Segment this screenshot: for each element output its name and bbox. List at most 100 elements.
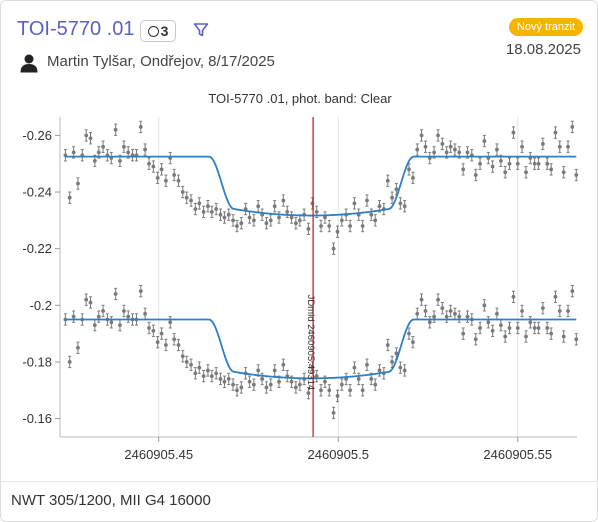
data-point xyxy=(155,171,160,185)
data-point xyxy=(473,333,478,346)
data-point xyxy=(88,296,93,309)
observer-info: Martin Tylšar, Ondřejov, 8/17/2025 xyxy=(47,53,275,70)
data-point xyxy=(373,214,378,227)
data-point xyxy=(319,384,323,397)
data-point xyxy=(407,327,411,340)
data-point xyxy=(168,151,173,165)
data-point xyxy=(335,225,340,238)
data-point xyxy=(155,335,160,349)
data-point xyxy=(549,163,554,176)
data-point xyxy=(147,157,151,170)
data-point xyxy=(365,358,369,371)
light-curve-chart: -0.26 -0.24 -0.22 -0.2 -0.18 -0.16 2460905.45… xyxy=(22,117,579,462)
data-point xyxy=(314,369,319,383)
data-point xyxy=(549,327,554,340)
data-point xyxy=(122,140,126,153)
observations-count-badge[interactable]: 3 xyxy=(140,20,176,42)
data-point xyxy=(478,321,482,335)
x-tick-label: 2460905.55 xyxy=(483,447,552,462)
data-point xyxy=(365,194,369,207)
data-point xyxy=(256,200,261,213)
data-point xyxy=(444,310,449,323)
data-point xyxy=(495,143,499,156)
data-point xyxy=(193,202,198,216)
data-point xyxy=(319,219,323,233)
data-point xyxy=(415,307,420,320)
data-point xyxy=(566,304,570,318)
data-point xyxy=(297,214,302,227)
data-point xyxy=(524,330,528,343)
status-badge: Nový tranzit xyxy=(508,18,583,36)
x-tick-label: 2460905.5 xyxy=(308,447,369,462)
data-point xyxy=(159,163,164,176)
data-point xyxy=(235,219,239,233)
data-point xyxy=(122,304,126,318)
data-point xyxy=(206,200,210,213)
data-point xyxy=(101,140,105,153)
data-point xyxy=(545,157,550,170)
data-point xyxy=(360,384,365,397)
data-point xyxy=(218,208,223,221)
data-point xyxy=(473,168,478,182)
data-point xyxy=(574,333,579,346)
data-point xyxy=(247,211,252,224)
data-point xyxy=(461,163,466,176)
data-point xyxy=(143,307,147,320)
target-title[interactable]: TOI-5770 .01 xyxy=(17,18,135,40)
data-point xyxy=(63,149,68,162)
filter-icon[interactable] xyxy=(193,22,209,38)
data-point xyxy=(201,205,206,219)
data-point xyxy=(352,197,357,210)
data-point xyxy=(570,120,575,134)
data-point xyxy=(159,327,164,340)
data-point xyxy=(113,287,118,301)
data-point xyxy=(566,140,570,153)
data-point xyxy=(482,299,487,312)
data-point xyxy=(84,293,89,306)
data-point xyxy=(327,219,332,233)
data-point xyxy=(323,211,327,224)
data-point xyxy=(251,214,256,227)
data-point xyxy=(377,364,382,377)
data-point xyxy=(293,217,298,230)
data-point xyxy=(231,378,235,391)
data-point xyxy=(180,185,185,199)
data-point xyxy=(130,149,135,162)
data-point xyxy=(293,381,298,394)
data-point xyxy=(453,307,457,320)
x-tick-label: 2460905.45 xyxy=(124,447,193,462)
data-point xyxy=(209,205,214,219)
data-point xyxy=(536,157,541,170)
data-point xyxy=(247,375,252,388)
data-point xyxy=(239,381,244,394)
data-point xyxy=(486,316,491,329)
data-point xyxy=(306,386,311,400)
chart-title: TOI-5770 .01, phot. band: Clear xyxy=(208,91,392,106)
data-point xyxy=(71,146,76,159)
data-point xyxy=(507,321,512,335)
data-point xyxy=(348,384,352,397)
data-point xyxy=(511,126,516,139)
data-point xyxy=(272,364,277,377)
y-tick-label: -0.22 xyxy=(22,241,52,256)
data-point xyxy=(461,327,466,340)
data-point xyxy=(570,284,575,298)
data-point xyxy=(96,310,101,323)
data-point xyxy=(557,140,562,153)
data-point xyxy=(545,321,550,335)
data-point xyxy=(339,378,344,391)
data-point xyxy=(67,191,72,204)
data-point xyxy=(419,293,424,306)
data-point xyxy=(398,361,403,374)
data-point xyxy=(453,143,457,156)
data-point xyxy=(507,157,512,170)
data-point xyxy=(574,168,579,182)
data-point xyxy=(327,384,332,397)
data-point xyxy=(335,389,340,403)
data-point xyxy=(243,202,248,216)
midtime-label: JDmid 2460905.49314 xyxy=(305,295,316,391)
data-point xyxy=(427,151,432,165)
data-point xyxy=(226,208,231,221)
data-point xyxy=(423,304,428,318)
